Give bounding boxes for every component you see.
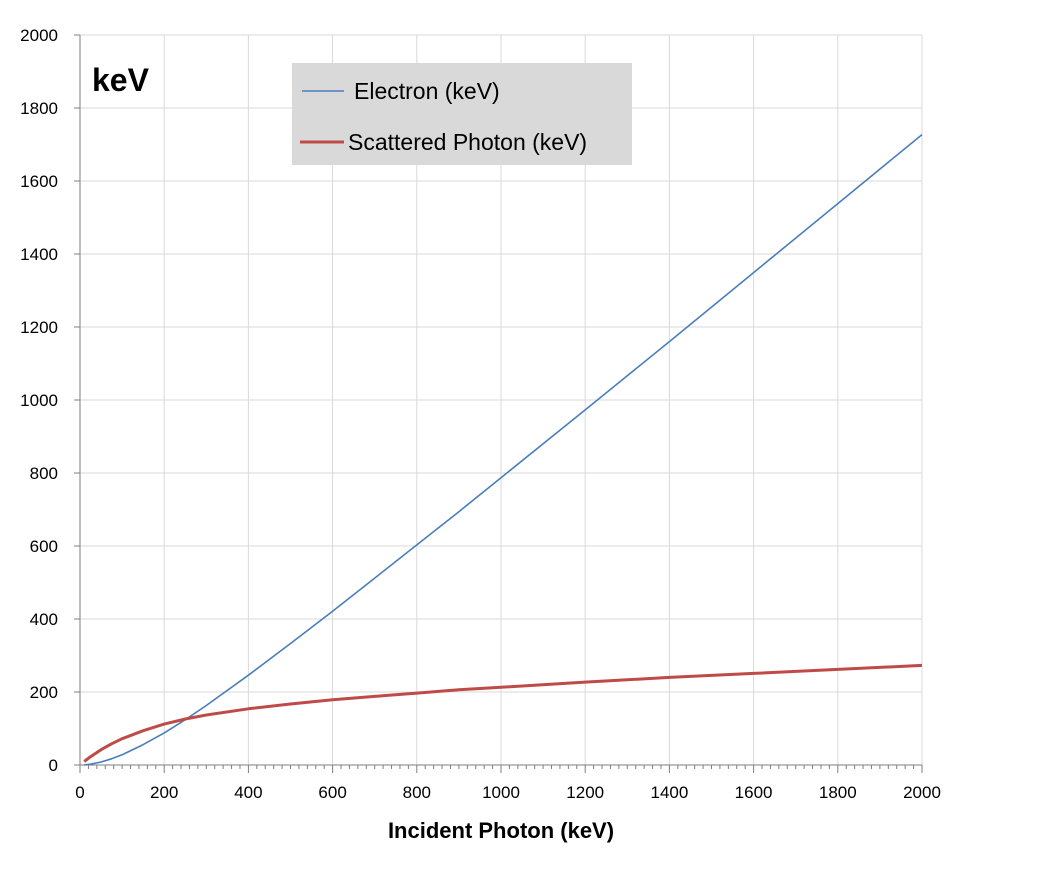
x-tick-label: 400 xyxy=(234,783,262,802)
x-tick-label: 800 xyxy=(403,783,431,802)
x-tick-label: 1200 xyxy=(566,783,604,802)
y-tick-label: 200 xyxy=(30,683,58,702)
x-tick-label: 600 xyxy=(318,783,346,802)
x-tick-label: 1000 xyxy=(482,783,520,802)
y-axis-unit-label: keV xyxy=(92,62,150,98)
legend-label-electron: Electron (keV) xyxy=(354,78,500,104)
x-axis-title: Incident Photon (keV) xyxy=(388,818,614,843)
x-tick-label: 1600 xyxy=(735,783,773,802)
y-tick-label: 2000 xyxy=(20,26,58,45)
x-tick-label: 2000 xyxy=(903,783,941,802)
y-tick-label: 1600 xyxy=(20,172,58,191)
y-tick-label: 800 xyxy=(30,464,58,483)
x-tick-label: 1400 xyxy=(650,783,688,802)
y-tick-label: 1800 xyxy=(20,99,58,118)
y-tick-label: 600 xyxy=(30,537,58,556)
x-tick-label: 0 xyxy=(75,783,84,802)
y-tick-label: 0 xyxy=(49,756,58,775)
series-line-scattered-photon xyxy=(83,663,923,763)
axes xyxy=(74,34,923,773)
x-tick-label: 1800 xyxy=(819,783,857,802)
y-tick-label: 1000 xyxy=(20,391,58,410)
y-tick-label: 1400 xyxy=(20,245,58,264)
legend-label-scattered-photon: Scattered Photon (keV) xyxy=(348,129,587,155)
tick-labels: 0 200 400 600 800 1000 1200 1400 1600 1800 2000 0 20… xyxy=(20,26,941,802)
series-line-electron xyxy=(84,133,923,766)
x-tick-label: 200 xyxy=(150,783,178,802)
series-lines xyxy=(83,133,923,766)
legend: Electron (keV) Scattered Photon (keV) xyxy=(292,63,632,165)
y-tick-label: 1200 xyxy=(20,318,58,337)
legend-box xyxy=(292,63,632,165)
y-tick-label: 400 xyxy=(30,610,58,629)
